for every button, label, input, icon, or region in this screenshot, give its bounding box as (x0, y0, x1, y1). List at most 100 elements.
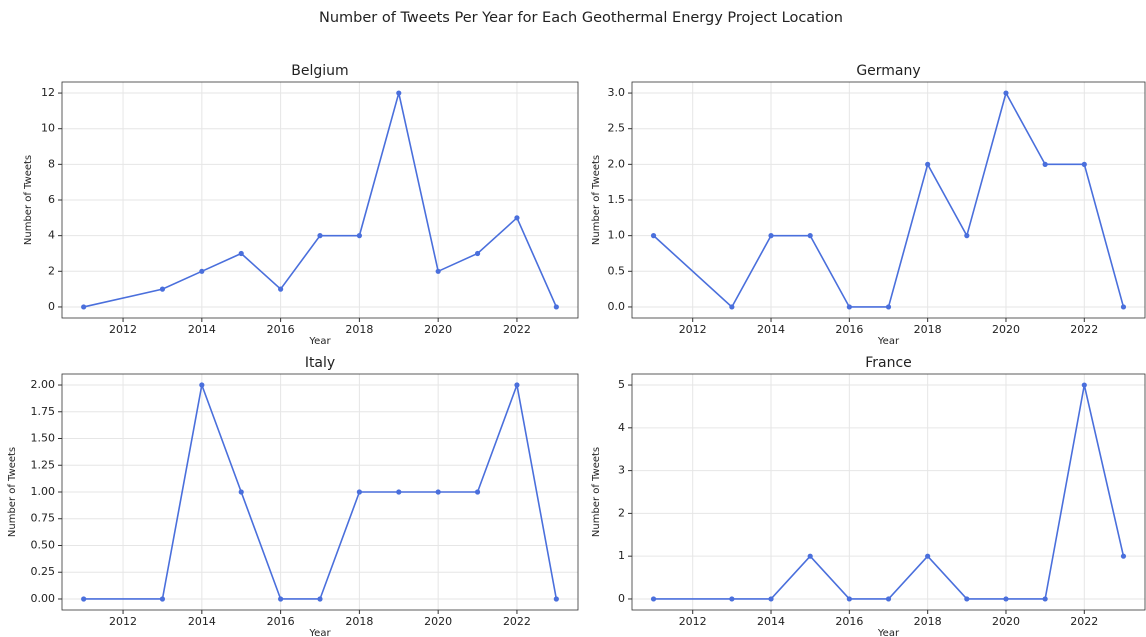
point (964, 233, 970, 239)
axes-frame (631, 81, 1146, 319)
y-axis-label: Number of Tweets (7, 447, 18, 537)
y-tick-label: 5 (618, 378, 625, 391)
point (435, 268, 441, 274)
y-tick-label: 3 (618, 464, 625, 477)
point (396, 90, 402, 96)
x-tick-label: 2014 (757, 615, 785, 628)
point (1042, 596, 1048, 602)
point (964, 596, 970, 602)
x-tick-label: 2022 (503, 323, 531, 336)
subplot-title: Germany (856, 63, 920, 79)
x-tick-label: 2018 (914, 615, 942, 628)
point (650, 596, 657, 602)
y-tick-label: 2.00 (31, 378, 56, 391)
x-tick-label: 2020 (992, 323, 1020, 336)
point (553, 596, 559, 602)
axes-frame (631, 373, 1146, 611)
subplot-title: Belgium (291, 63, 348, 79)
point (278, 286, 284, 292)
x-tick-label: 2014 (188, 615, 216, 628)
y-tick-label: 1 (618, 549, 625, 562)
point (514, 382, 520, 388)
y-tick-label: 10 (41, 122, 55, 135)
y-tick-label: 0.5 (608, 264, 626, 277)
y-tick-label: 1.00 (31, 485, 56, 498)
point (159, 286, 166, 292)
point (159, 596, 166, 602)
point (1003, 90, 1009, 96)
point (435, 489, 441, 495)
x-tick-label: 2020 (992, 615, 1020, 628)
point (238, 250, 244, 257)
point (1120, 304, 1127, 310)
y-axis-label: Number of Tweets (591, 447, 602, 537)
point (553, 304, 559, 310)
y-tick-label: 0.50 (31, 538, 56, 551)
axes-frame (61, 81, 579, 319)
y-tick-label: 0 (618, 592, 625, 605)
x-tick-label: 2018 (345, 323, 373, 336)
x-axis-label: Year (308, 628, 331, 637)
point (317, 596, 323, 602)
point (356, 489, 362, 495)
line (653, 384, 1125, 600)
point (650, 233, 657, 239)
point (768, 233, 774, 239)
point (1042, 161, 1048, 167)
x-tick-label: 2022 (1070, 323, 1098, 336)
x-tick-label: 2016 (835, 323, 863, 336)
point (474, 489, 481, 495)
y-tick-label: 3.0 (608, 86, 626, 99)
x-tick-label: 2014 (757, 323, 785, 336)
x-tick-label: 2016 (267, 615, 295, 628)
point (1081, 382, 1087, 388)
point (474, 250, 481, 257)
point (356, 233, 362, 239)
point (238, 489, 244, 495)
y-tick-label: 2 (618, 506, 625, 519)
x-tick-label: 2012 (109, 615, 137, 628)
axes-frame (61, 373, 579, 611)
y-tick-label: 0.75 (31, 512, 56, 525)
line (652, 90, 1125, 309)
point (846, 304, 852, 310)
y-tick-label: 12 (41, 86, 55, 99)
point (199, 268, 205, 274)
point (846, 596, 852, 602)
y-tick-label: 1.5 (608, 193, 626, 206)
point (1120, 553, 1127, 559)
subplot-title: Italy (305, 355, 335, 371)
point (729, 304, 735, 310)
point (807, 553, 813, 559)
y-tick-label: 2.0 (608, 157, 626, 170)
line (83, 92, 558, 308)
y-tick-label: 0.00 (31, 592, 56, 605)
y-tick-label: 6 (48, 193, 55, 206)
line (83, 382, 558, 600)
x-tick-label: 2022 (1070, 615, 1098, 628)
x-tick-label: 2016 (267, 323, 295, 336)
y-tick-label: 0.25 (31, 565, 56, 578)
x-tick-label: 2014 (188, 323, 216, 336)
x-tick-label: 2018 (914, 323, 942, 336)
x-tick-label: 2016 (835, 615, 863, 628)
x-tick-label: 2022 (503, 615, 531, 628)
figure-title: Number of Tweets Per Year for Each Geoth… (319, 10, 843, 26)
point (925, 161, 931, 167)
point (278, 596, 284, 602)
point (396, 489, 402, 495)
x-tick-label: 2020 (424, 323, 452, 336)
point (81, 304, 87, 310)
subplot-title: France (865, 355, 912, 371)
y-tick-label: 4 (48, 229, 55, 242)
x-tick-label: 2012 (679, 323, 707, 336)
point (768, 596, 774, 602)
point (199, 382, 205, 388)
point (925, 553, 931, 559)
y-tick-label: 1.0 (608, 229, 626, 242)
y-tick-label: 4 (618, 421, 625, 434)
x-axis-label: Year (877, 628, 900, 637)
y-tick-label: 8 (48, 157, 55, 170)
point (807, 233, 813, 239)
